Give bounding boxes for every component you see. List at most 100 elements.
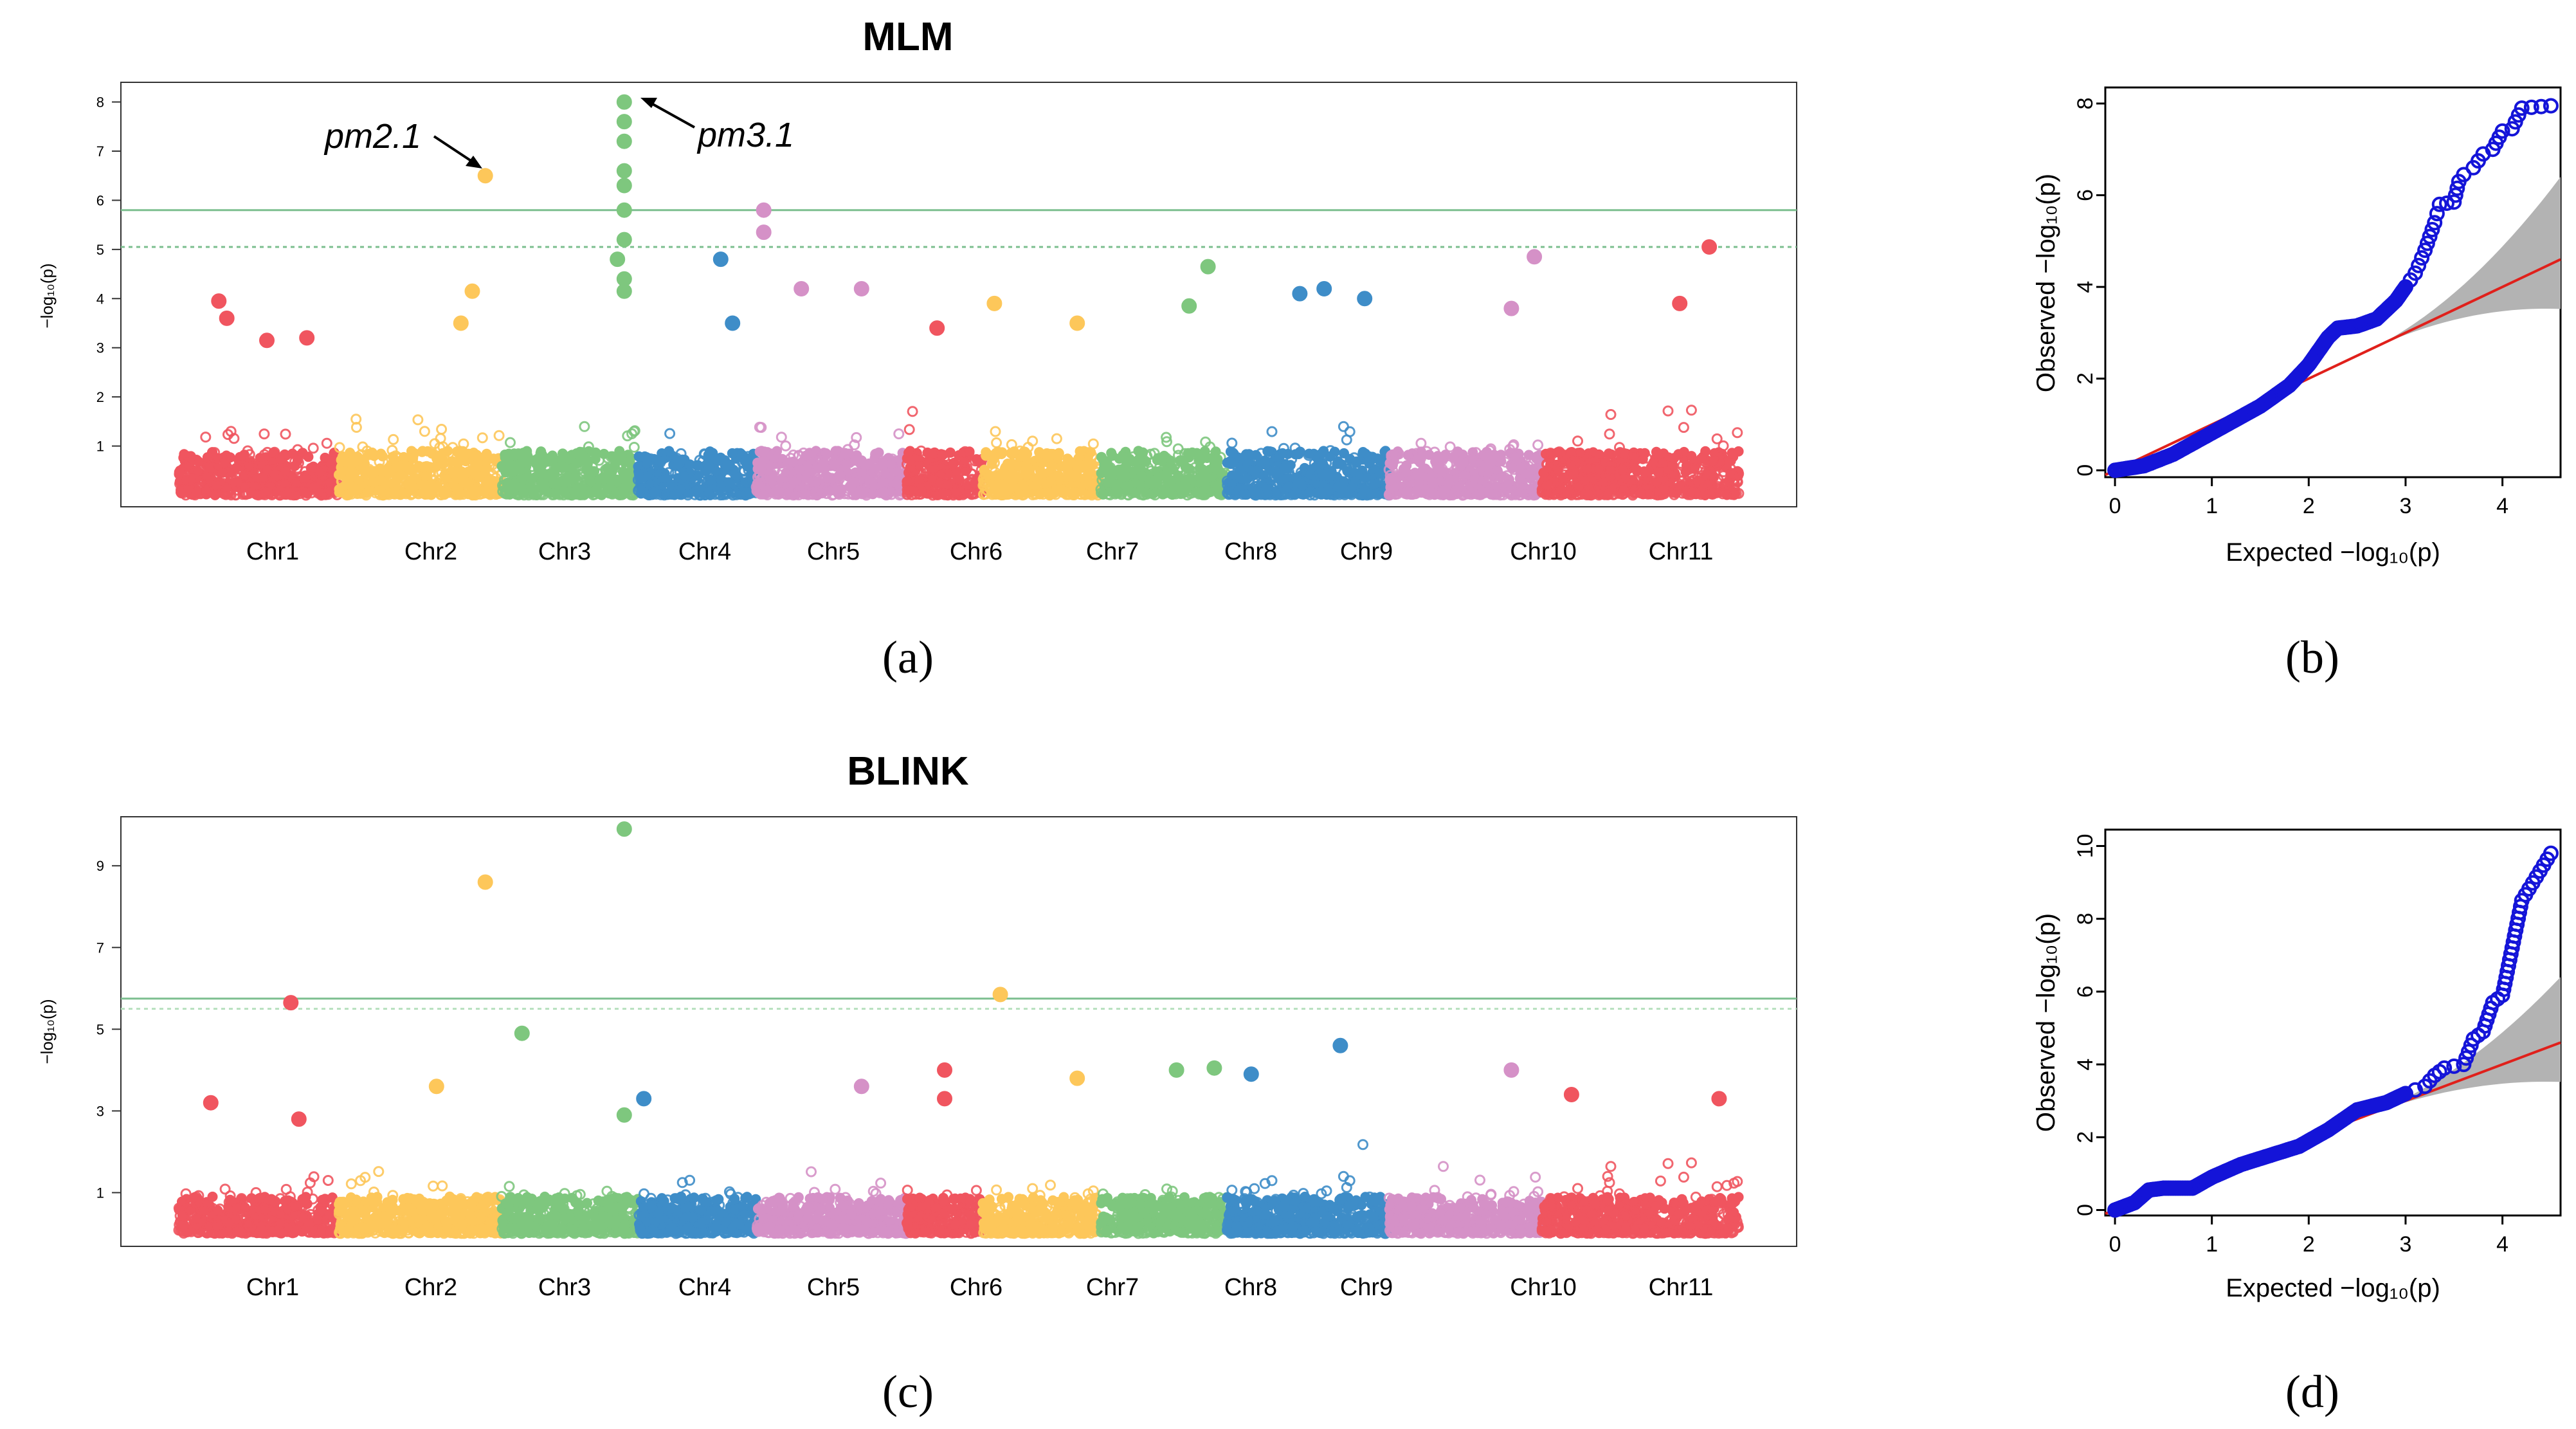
snp-point (609, 461, 620, 472)
snp-point (1333, 482, 1343, 493)
snp-point (1045, 475, 1056, 486)
snp-point (544, 468, 555, 479)
snp-point (1507, 462, 1518, 473)
snp-point (579, 489, 590, 500)
snp-point (943, 479, 954, 490)
snp-point (401, 462, 412, 472)
snp-point (1527, 464, 1538, 475)
snp-point (1167, 489, 1178, 500)
snp-point (891, 478, 902, 489)
snp-point (828, 459, 839, 469)
snp-point (419, 426, 430, 437)
snp-point (1234, 466, 1245, 477)
snp-point (345, 480, 356, 491)
snp-point (903, 424, 915, 435)
y-axis-label: −log₁₀(p) (37, 263, 57, 328)
snp-point (979, 464, 990, 475)
snp-point (379, 467, 390, 478)
snp-point (1112, 486, 1123, 497)
snp-point (1336, 459, 1347, 469)
snp-point (232, 477, 243, 487)
snp-point (289, 460, 300, 471)
snp-point (1069, 486, 1080, 497)
snp-point (435, 451, 446, 462)
snp-point (673, 459, 684, 469)
snp-point (493, 430, 505, 441)
snp-point (612, 475, 622, 486)
snp-point (303, 451, 314, 462)
snp-point (1429, 489, 1440, 500)
snp-point (1017, 479, 1028, 490)
snp-point (513, 448, 524, 459)
snp-point (808, 448, 818, 459)
snp-point (902, 476, 912, 487)
snp-point (881, 468, 891, 479)
snp-point (1430, 456, 1441, 467)
snp-point (1374, 455, 1385, 466)
snp-point (334, 487, 345, 498)
snp-point (856, 467, 867, 478)
snp-point (570, 473, 580, 484)
snp-point (999, 480, 1010, 491)
snp-point (1107, 450, 1118, 461)
snp-point (599, 448, 610, 459)
snp-point (1191, 487, 1202, 498)
snp-point (590, 447, 601, 458)
snp-point (396, 487, 406, 498)
snp-point (776, 432, 787, 443)
snp-point (759, 489, 770, 500)
snp-point (938, 450, 948, 460)
snp-point (307, 442, 319, 454)
snp-point (456, 466, 467, 477)
snp-point (1087, 438, 1099, 450)
snp-point (893, 428, 905, 440)
snp-point (550, 460, 561, 471)
snp-point (990, 426, 1001, 437)
snp-point (200, 432, 212, 443)
snp-point (1211, 460, 1222, 471)
snp-point (589, 466, 600, 477)
snp-point (759, 446, 770, 457)
snp-point (409, 473, 420, 484)
snp-point (700, 466, 711, 477)
snp-point (1123, 480, 1134, 491)
snp-point (990, 479, 1001, 490)
snp-point (268, 447, 279, 458)
snp-point (447, 456, 458, 467)
snp-point (1063, 454, 1073, 465)
y-tick-label: 2 (96, 389, 104, 405)
snp-point (552, 480, 562, 491)
snp-point (841, 459, 852, 469)
snp-point (259, 428, 270, 440)
snp-point (1325, 451, 1336, 462)
snp-point (481, 475, 492, 486)
snp-point (1415, 437, 1427, 449)
snp-point (561, 454, 572, 465)
snp-point (280, 428, 291, 440)
snp-point (436, 424, 448, 435)
snp-point (299, 487, 310, 498)
snp-point (859, 487, 870, 498)
snp-point (217, 467, 228, 478)
y-tick-label: 6 (96, 192, 104, 208)
snp-point (376, 448, 386, 459)
snp-point (1242, 473, 1253, 484)
snp-point (804, 466, 815, 477)
snp-point (1083, 489, 1094, 500)
snp-point (468, 483, 479, 494)
snp-point (421, 470, 432, 481)
snp-point (633, 451, 644, 462)
snp-point (969, 478, 980, 489)
chart-title: MLM (862, 15, 953, 59)
snp-point (822, 471, 833, 482)
snp-point (1017, 448, 1028, 459)
snp-point (715, 455, 726, 466)
snp-point (1293, 477, 1303, 488)
snp-point (260, 452, 271, 463)
snp-point (327, 455, 338, 466)
snp-point (1460, 469, 1471, 480)
snp-point (1458, 457, 1469, 468)
snp-point (480, 485, 490, 495)
snp-point (1357, 448, 1368, 459)
